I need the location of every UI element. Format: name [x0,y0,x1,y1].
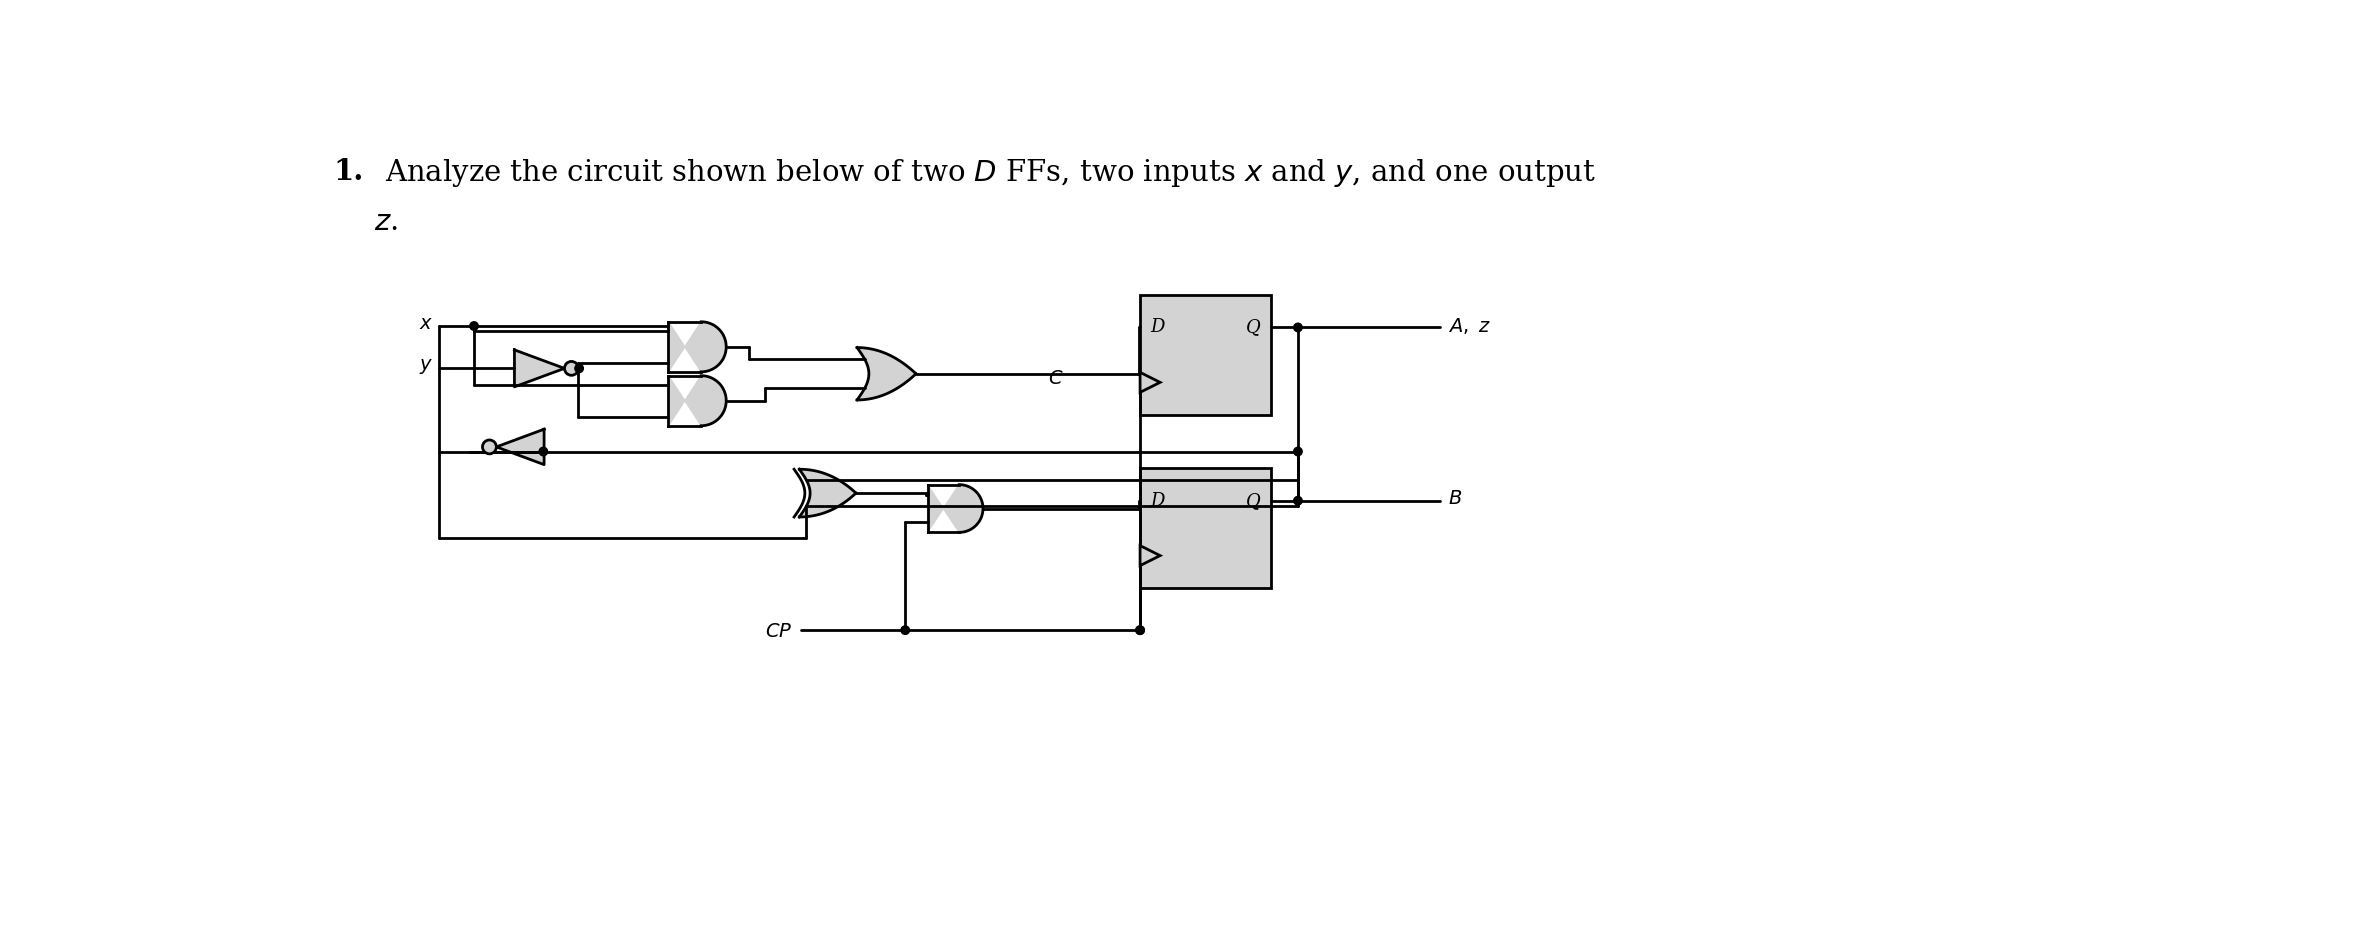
Text: Q: Q [1246,492,1262,509]
Polygon shape [668,322,727,372]
Polygon shape [927,484,984,533]
Circle shape [1293,447,1302,455]
Text: D: D [1151,318,1165,337]
Polygon shape [495,429,545,465]
Polygon shape [668,376,727,425]
Polygon shape [514,350,564,387]
Circle shape [1293,323,1302,331]
Circle shape [564,361,578,375]
Text: Analyze the circuit shown below of two $\mathit{D}$ FFs, two inputs $\mathit{x}$: Analyze the circuit shown below of two $… [385,157,1597,188]
Circle shape [540,447,547,455]
Text: $x$: $x$ [420,315,434,333]
Circle shape [469,322,479,330]
Text: D: D [1151,492,1165,509]
Text: $C$: $C$ [1047,370,1064,388]
Text: $\mathit{z}$.: $\mathit{z}$. [375,208,399,236]
Text: $CP$: $CP$ [764,622,793,641]
Circle shape [1135,626,1144,634]
Text: $B$: $B$ [1448,490,1463,508]
Text: 1.: 1. [333,157,363,186]
Text: $y$: $y$ [420,357,434,376]
Bar [1139,468,1272,588]
Polygon shape [856,348,915,400]
Circle shape [576,364,583,372]
Circle shape [901,626,911,634]
Text: $A,\ z$: $A,\ z$ [1448,316,1491,336]
Circle shape [1135,626,1144,634]
Circle shape [484,440,495,453]
Bar [1139,295,1272,414]
Text: Q: Q [1246,318,1262,337]
Polygon shape [800,469,856,517]
Circle shape [1293,496,1302,505]
Polygon shape [1139,372,1161,393]
Polygon shape [1139,546,1161,565]
